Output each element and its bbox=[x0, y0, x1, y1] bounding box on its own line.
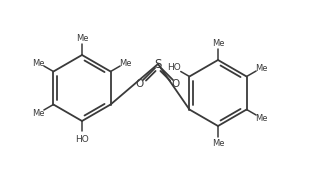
Text: Me: Me bbox=[255, 113, 268, 123]
Text: S: S bbox=[154, 57, 162, 70]
Text: Me: Me bbox=[212, 139, 224, 147]
Text: Me: Me bbox=[255, 63, 268, 73]
Text: Me: Me bbox=[32, 59, 45, 68]
Text: Me: Me bbox=[212, 39, 224, 47]
Text: Me: Me bbox=[32, 108, 45, 118]
Text: O: O bbox=[136, 79, 144, 89]
Text: O: O bbox=[172, 79, 180, 89]
Text: Me: Me bbox=[119, 59, 132, 68]
Text: Me: Me bbox=[76, 33, 88, 42]
Text: HO: HO bbox=[167, 63, 181, 72]
Text: HO: HO bbox=[75, 134, 89, 144]
